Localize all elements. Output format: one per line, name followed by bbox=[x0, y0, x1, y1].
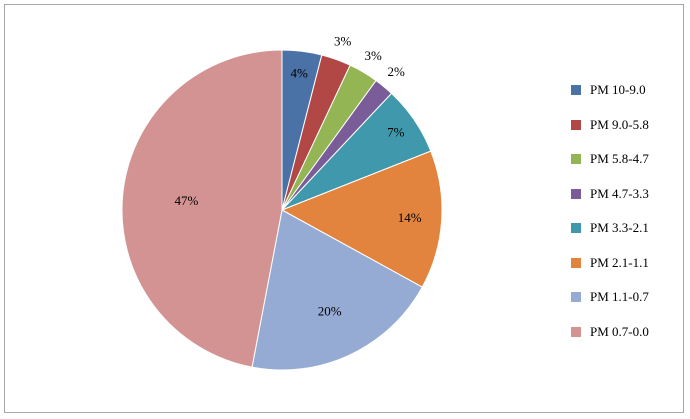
legend-item-7: PM 1.1-0.7 bbox=[571, 289, 681, 324]
legend-label-2: PM 9.0-5.8 bbox=[590, 116, 649, 132]
pie-slice-7 bbox=[251, 209, 423, 371]
legend-label-8: PM 0.7-0.0 bbox=[590, 323, 649, 339]
pie-slice-8 bbox=[121, 49, 283, 368]
legend-swatch-5 bbox=[571, 223, 581, 233]
legend-item-1: PM 10-9.0 bbox=[571, 82, 681, 117]
slice-label-7: 20% bbox=[318, 303, 342, 318]
legend-item-2: PM 9.0-5.8 bbox=[571, 117, 681, 152]
legend-label-1: PM 10-9.0 bbox=[590, 82, 646, 97]
legend-swatch-2 bbox=[571, 119, 581, 130]
legend-label-5: PM 3.3-2.1 bbox=[590, 220, 649, 235]
slice-label-6: 14% bbox=[398, 210, 422, 225]
legend-swatch-4 bbox=[571, 188, 581, 199]
legend-swatch-1 bbox=[571, 85, 581, 95]
legend-label-3: PM 5.8-4.7 bbox=[590, 151, 649, 166]
legend-label-7: PM 1.1-0.7 bbox=[590, 289, 649, 304]
legend-swatch-6 bbox=[571, 257, 581, 268]
legend-item-3: PM 5.8-4.7 bbox=[571, 151, 681, 186]
legend-item-6: PM 2.1-1.1 bbox=[571, 255, 681, 290]
slice-label-2: 3% bbox=[334, 33, 352, 48]
legend-swatch-3 bbox=[571, 154, 581, 164]
legend-swatch-7 bbox=[571, 292, 581, 302]
slice-label-1: 4% bbox=[291, 66, 309, 81]
slice-label-3: 3% bbox=[365, 48, 383, 63]
legend-label-6: PM 2.1-1.1 bbox=[590, 254, 649, 270]
pie-slice-6 bbox=[280, 150, 443, 288]
legend-swatch-8 bbox=[571, 326, 581, 337]
legend-item-4: PM 4.7-3.3 bbox=[571, 186, 681, 221]
slice-label-8: 47% bbox=[174, 193, 198, 208]
legend-label-4: PM 4.7-3.3 bbox=[590, 185, 649, 201]
legend-item-5: PM 3.3-2.1 bbox=[571, 220, 681, 255]
legend-item-8: PM 0.7-0.0 bbox=[571, 324, 681, 359]
slice-label-5: 7% bbox=[387, 125, 405, 140]
slice-label-4: 2% bbox=[388, 64, 406, 79]
chart-legend: PM 10-9.0 PM 9.0-5.8 PM 5.8-4.7 PM 4.7-3.3 P… bbox=[571, 82, 681, 358]
